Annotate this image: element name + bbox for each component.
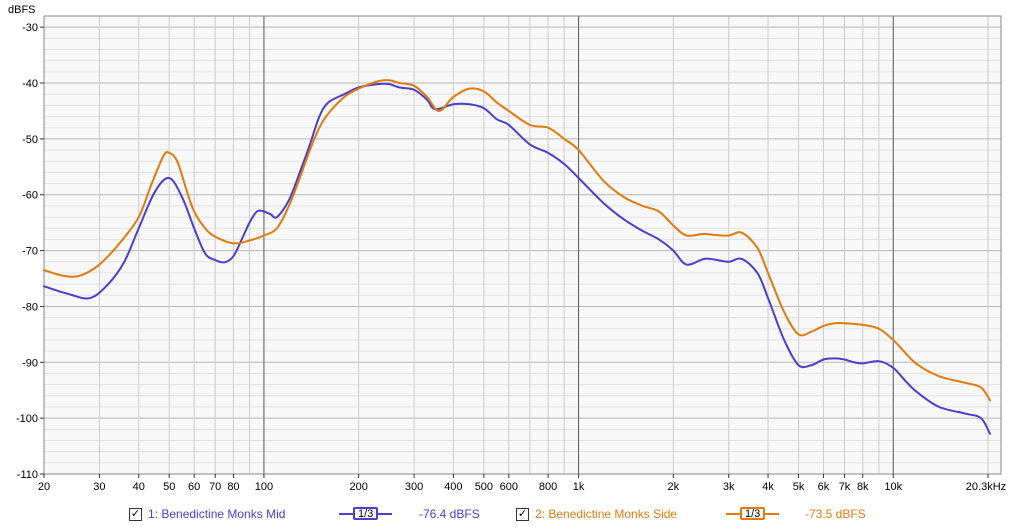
- x-tick-label: 30: [93, 481, 105, 493]
- series-line-icon: [339, 512, 353, 515]
- level-readout-mid: -76.4 dBFS: [419, 507, 480, 521]
- x-tick-label: 500: [475, 481, 493, 493]
- y-tick-label: -60: [22, 190, 38, 202]
- series-layer: [43, 79, 992, 435]
- level-readout-side: -73.5 dBFS: [805, 507, 866, 521]
- smoothing-selector-mid[interactable]: 1/3: [339, 506, 393, 521]
- plot-area: [44, 16, 1001, 474]
- x-tick-label: 10k: [884, 481, 902, 493]
- x-tick-label: 80: [227, 481, 239, 493]
- y-tick-label: -30: [22, 22, 38, 34]
- x-tick-label: 100: [255, 481, 273, 493]
- y-tick-label: -90: [22, 357, 38, 369]
- series-line-1: [43, 82, 992, 435]
- checkbox-icon[interactable]: ✓: [516, 507, 529, 521]
- x-tick-label: 400: [444, 481, 462, 493]
- series-line-icon: [765, 512, 780, 515]
- x-tick-label: 800: [539, 481, 557, 493]
- x-tick-label: 50: [163, 481, 175, 493]
- legend-item-mid[interactable]: ✓ 1: Benedictine Monks Mid: [129, 503, 285, 525]
- x-tick-label: 20: [38, 481, 50, 493]
- x-tick-label: 3k: [723, 481, 735, 493]
- checkbox-icon[interactable]: ✓: [129, 507, 142, 521]
- x-tick-label: 40: [133, 481, 145, 493]
- smoothing-value-mid[interactable]: 1/3: [353, 507, 379, 520]
- x-tick-label: 1k: [573, 481, 585, 493]
- series-line-2: [43, 79, 992, 402]
- y-tick-label: -80: [22, 301, 38, 313]
- legend-label-side: 2: Benedictine Monks Side: [535, 507, 678, 521]
- x-tick-label: 200: [349, 481, 367, 493]
- plot-frame: [43, 15, 1002, 475]
- y-axis-label: dBFS: [8, 4, 36, 16]
- x-tick-label: 60: [188, 481, 200, 493]
- y-tick-label: -110: [17, 469, 38, 481]
- x-tick-label: 4k: [762, 481, 774, 493]
- series-line-icon: [726, 512, 740, 515]
- y-tick-label: -70: [22, 246, 38, 258]
- x-tick-label: 2k: [668, 481, 680, 493]
- grid: [43, 15, 1001, 475]
- legend-item-side[interactable]: ✓ 2: Benedictine Monks Side: [516, 503, 677, 525]
- x-tick-label: 600: [500, 481, 518, 493]
- series-line-icon: [378, 512, 393, 515]
- x-tick-label: 8k: [857, 481, 869, 493]
- smoothing-selector-side[interactable]: 1/3: [726, 506, 780, 521]
- y-tick-label: -50: [22, 134, 38, 146]
- x-tick-label: 70: [209, 481, 221, 493]
- legend: ✓ 1: Benedictine Monks Mid 1/3 -76.4 dBF…: [0, 503, 1024, 525]
- x-tick-label: 300: [405, 481, 423, 493]
- x-tick-label: 6k: [818, 481, 830, 493]
- smoothing-value-side[interactable]: 1/3: [740, 507, 766, 520]
- x-tick-label: 7k: [839, 481, 851, 493]
- x-tick-label: 20.3kHz: [966, 481, 1006, 493]
- x-tick-label: 5k: [793, 481, 805, 493]
- y-tick-label: -40: [22, 78, 38, 90]
- legend-label-mid: 1: Benedictine Monks Mid: [148, 507, 286, 521]
- y-tick-label: -100: [16, 413, 38, 425]
